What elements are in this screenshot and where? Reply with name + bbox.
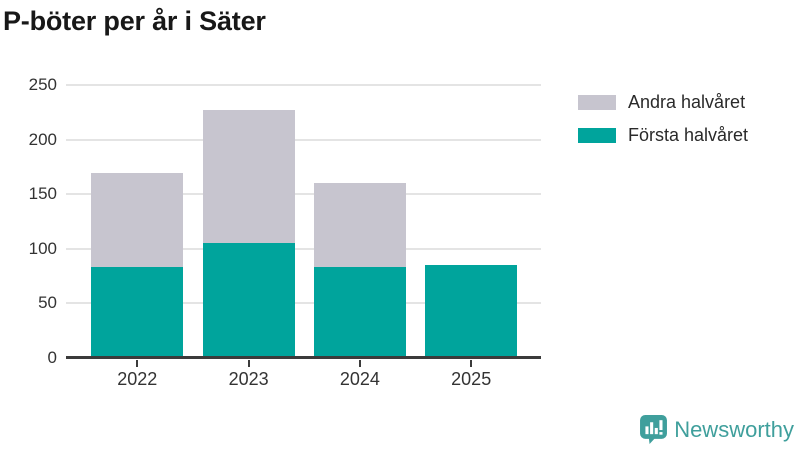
y-axis-label-0: 0 [47, 348, 57, 367]
plot-area: 0 50 100 150 200 250 2022 2023 2024 2025 [29, 75, 541, 389]
bar-2024-andra-halvaret [313, 183, 406, 268]
bar-2022-andra-halvaret [91, 173, 184, 268]
x-tick-2022 [136, 360, 139, 367]
x-axis-label-2022: 2022 [117, 369, 158, 389]
chart-title: P-böter per år i Säter [3, 6, 266, 36]
legend-item-andra-halvaret: Andra halvåret [578, 92, 748, 113]
y-axis-label-250: 250 [28, 75, 57, 94]
bar-2023-forsta-halvaret [202, 243, 295, 358]
x-tick-2023 [247, 360, 250, 367]
newsworthy-logo-text: Newsworthy [674, 416, 794, 442]
bar-2023-andra-halvaret [202, 110, 295, 244]
legend-swatch-andra-halvaret [578, 95, 616, 110]
x-axis-line [66, 356, 541, 359]
legend-swatch-forsta-halvaret [578, 128, 616, 143]
y-axis-label-100: 100 [28, 238, 57, 258]
newsworthy-icon [640, 415, 668, 444]
x-axis-label-2025: 2025 [451, 369, 492, 389]
gridline-200 [66, 138, 541, 141]
gridline-50 [66, 302, 541, 305]
y-axis-label-200: 200 [28, 129, 57, 149]
x-tick-2024 [358, 360, 361, 367]
legend-label-forsta-halvaret: Första halvåret [628, 125, 749, 145]
x-axis-label-2024: 2024 [339, 369, 380, 389]
bar-2025-forsta-halvaret [425, 265, 518, 358]
x-axis-label-2023: 2023 [228, 369, 269, 389]
legend-item-forsta-halvaret: Första halvåret [578, 125, 748, 146]
gridline-150 [66, 193, 541, 196]
bar-2022-forsta-halvaret [91, 267, 184, 358]
y-axis-label-150: 150 [28, 184, 57, 204]
gridline-250 [66, 84, 541, 86]
gridline-100 [66, 247, 541, 250]
newsworthy-logo[interactable]: Newsworthy [640, 415, 794, 444]
legend-label-andra-halvaret: Andra halvåret [628, 92, 746, 112]
bar-2024-forsta-halvaret [313, 267, 406, 358]
y-axis-label-50: 50 [38, 293, 57, 313]
x-tick-2025 [470, 360, 473, 367]
legend: Andra halvåret Första halvåret [578, 92, 748, 158]
